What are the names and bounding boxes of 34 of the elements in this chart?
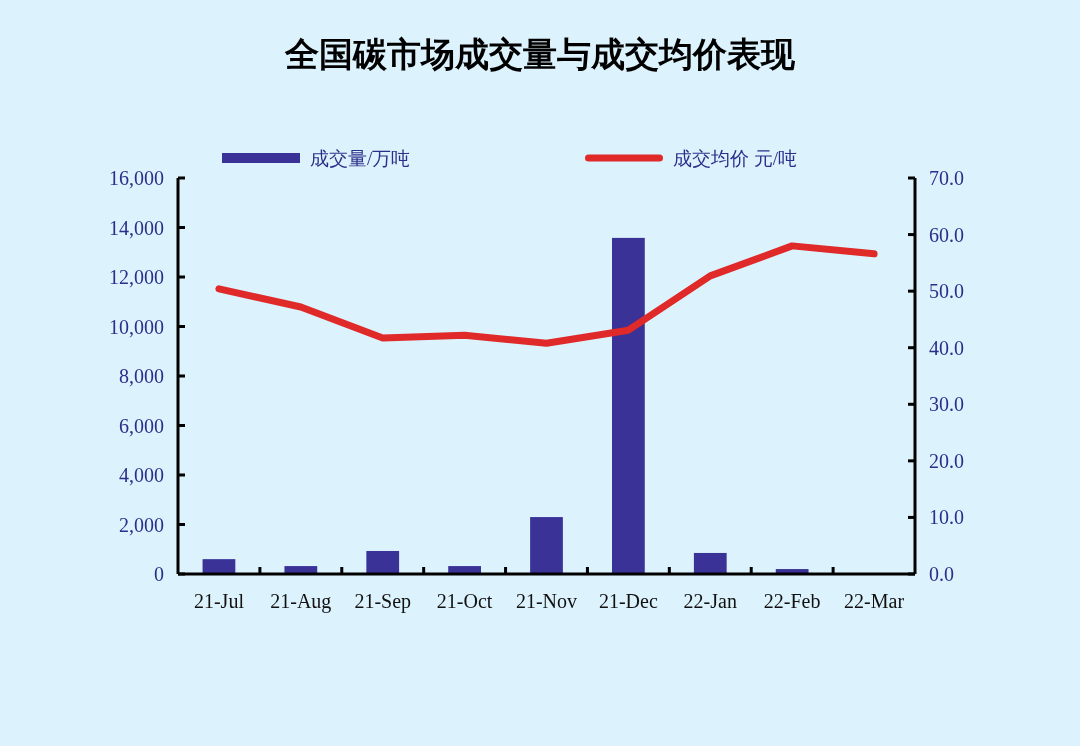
x-tick-label: 21-Jul (193, 590, 245, 612)
x-tick-label: 21-Aug (270, 590, 332, 613)
y-tick-label: 14,000 (109, 216, 164, 239)
legend-label: 成交量/万吨 (310, 147, 411, 169)
y2-tick-label: 60.0 (929, 223, 964, 246)
y2-tick-label: 50.0 (929, 280, 964, 303)
y-tick-label: 12,000 (109, 266, 164, 288)
x-tick-label: 22-Mar (844, 590, 905, 612)
y2-tick-label: 40.0 (929, 336, 964, 359)
y2-tick-label: 70.0 (929, 167, 964, 189)
y-tick-label: 0 (154, 563, 164, 585)
x-tick-label: 22-Jan (683, 590, 737, 612)
legend-label: 成交均价 元/吨 (673, 147, 798, 169)
x-tick-label: 21-Oct (436, 590, 493, 612)
y2-tick-label: 30.0 (929, 393, 964, 416)
y2-tick-label: 10.0 (929, 506, 964, 529)
bar (612, 237, 645, 574)
y2-tick-label: 20.0 (929, 449, 964, 472)
y-tick-label: 6,000 (119, 414, 164, 437)
x-tick-label: 21-Dec (598, 590, 658, 612)
y2-tick-label: 0.0 (929, 563, 954, 585)
y-tick-label: 10,000 (109, 315, 164, 338)
bar (366, 550, 400, 574)
y-tick-label: 16,000 (109, 167, 164, 189)
y-tick-label: 4,000 (119, 464, 164, 486)
chart-title: 全国碳市场成交量与成交均价表现 (284, 34, 796, 74)
y-tick-label: 8,000 (119, 365, 164, 387)
bar (202, 559, 236, 574)
x-tick-label: 21-Sep (354, 590, 412, 613)
bar (693, 552, 727, 574)
x-tick-label: 22-Feb (763, 590, 821, 612)
y-tick-label: 2,000 (119, 513, 164, 536)
bar (530, 517, 563, 574)
x-tick-label: 21-Nov (515, 590, 578, 612)
